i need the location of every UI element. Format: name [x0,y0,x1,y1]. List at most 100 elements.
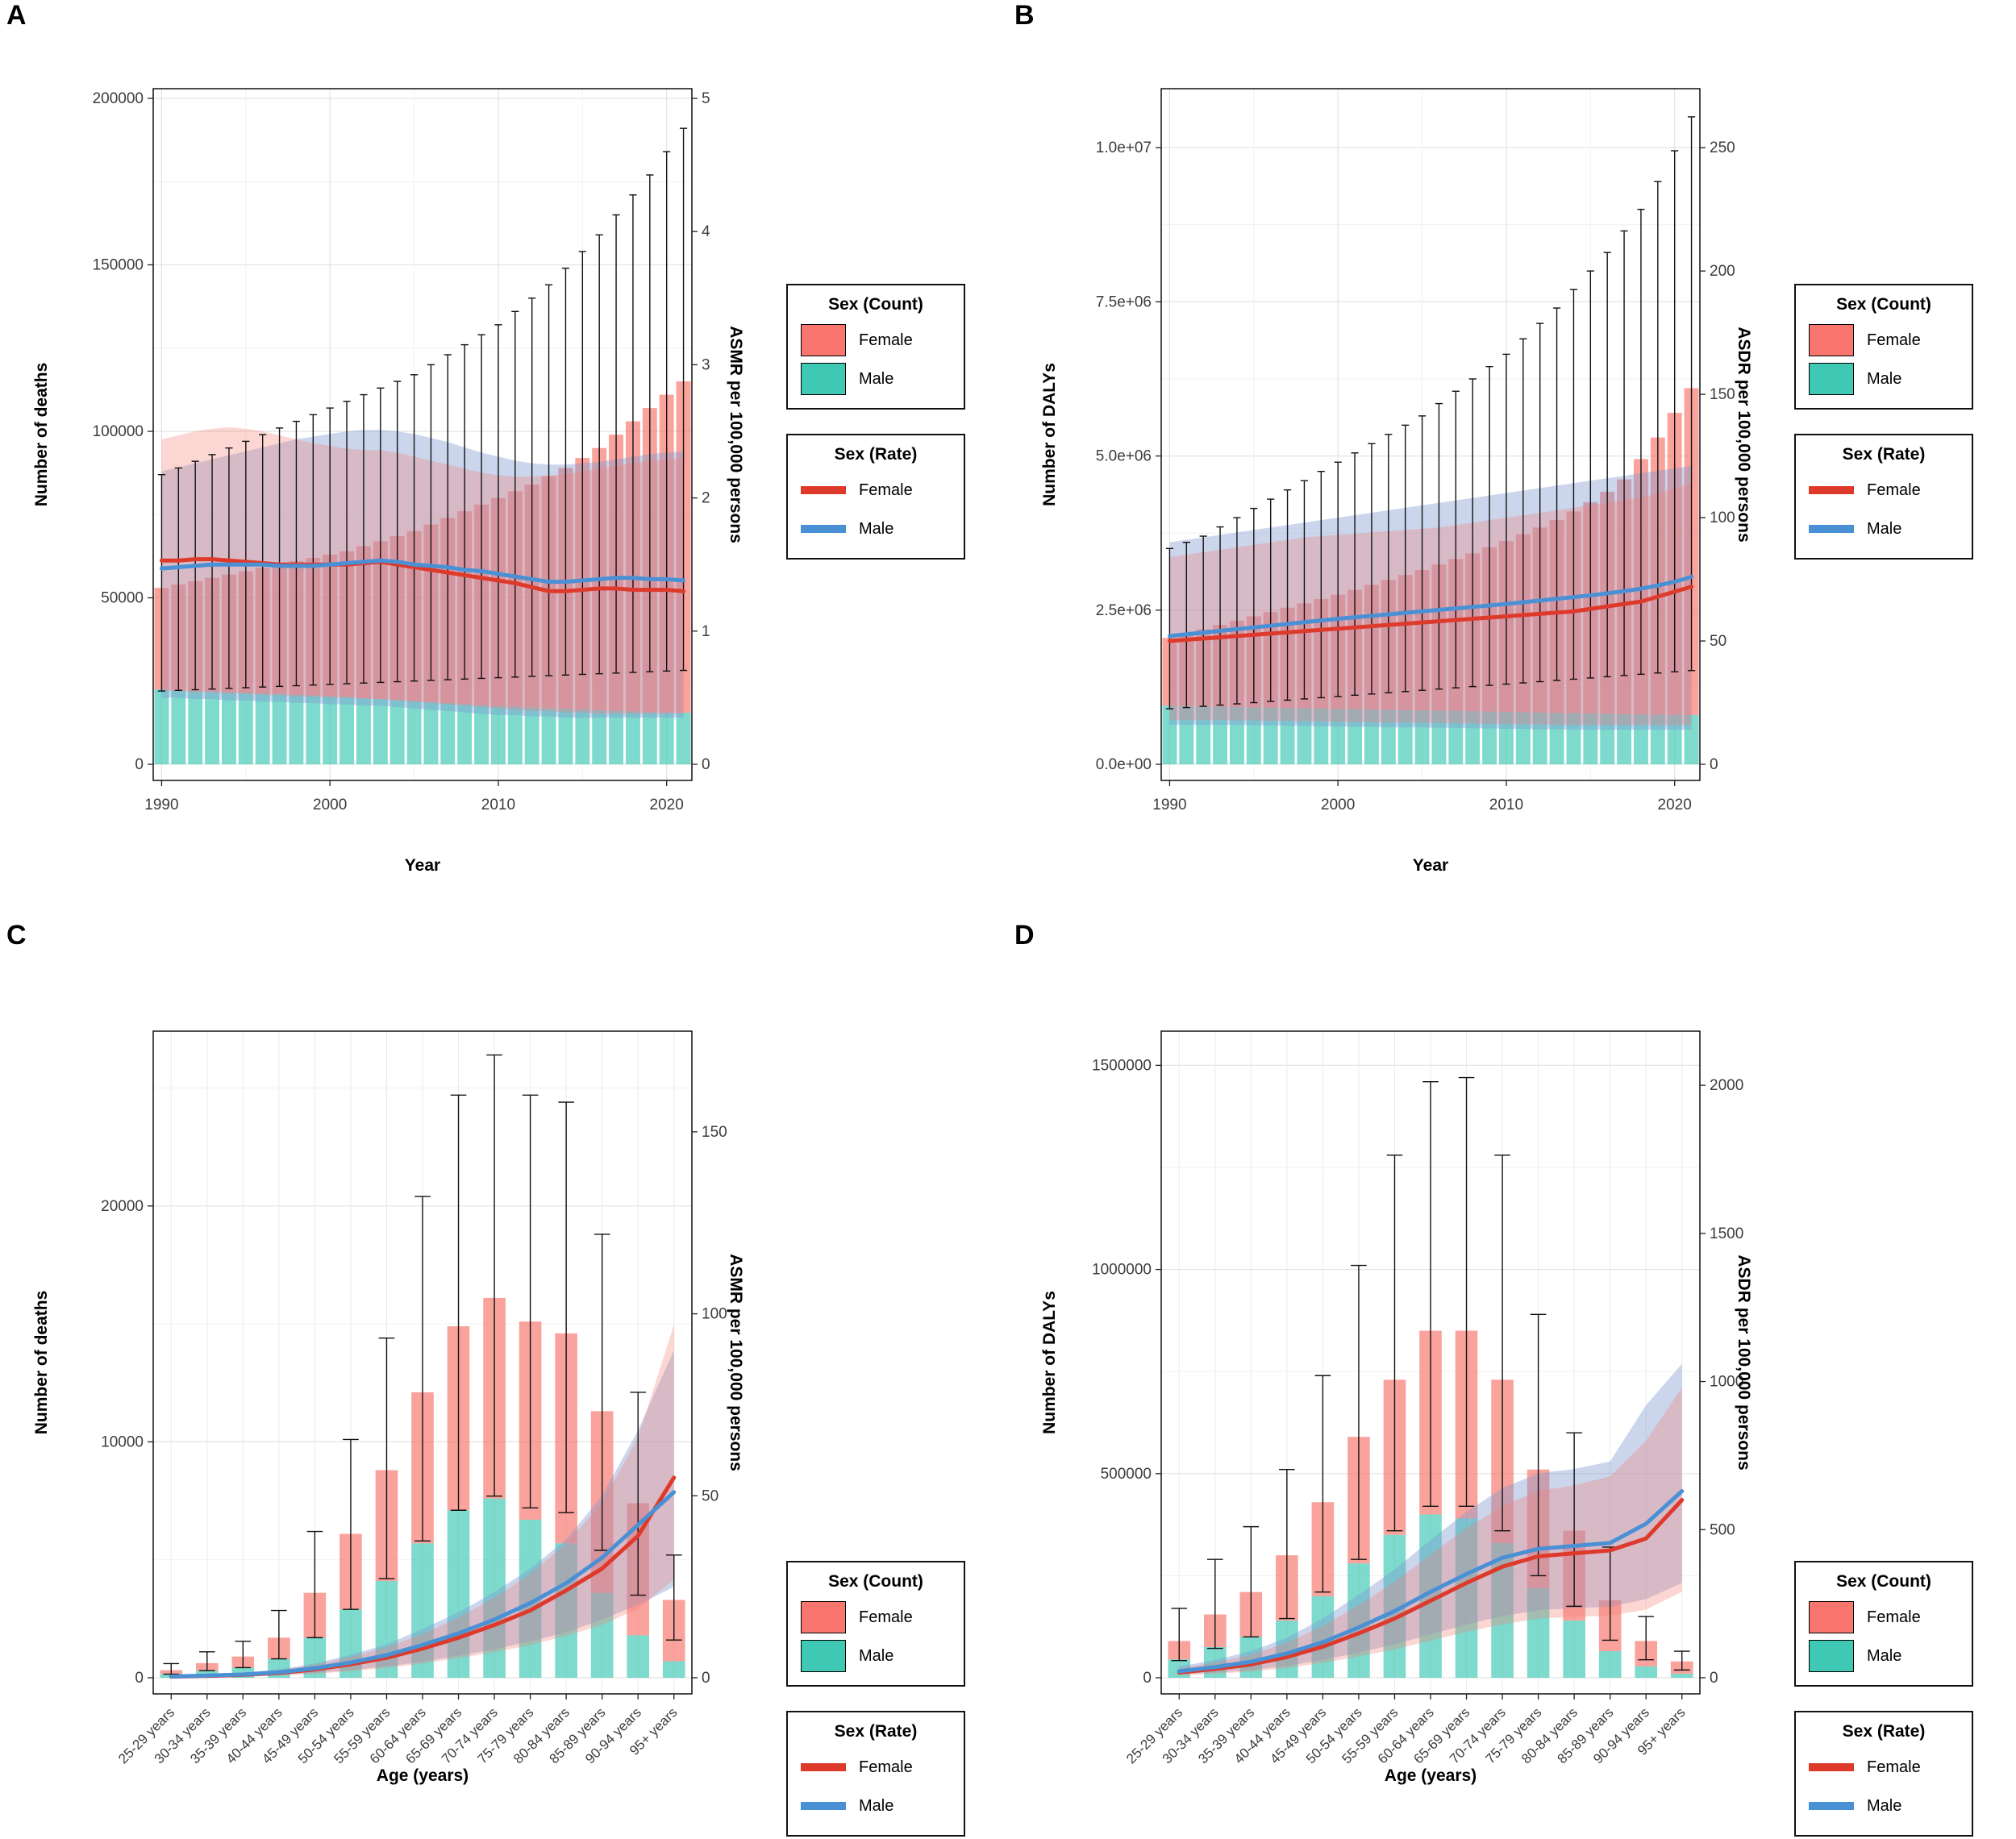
legend-rate-title: Sex (Rate) [834,445,918,464]
legend-row-male-count: Male [801,360,951,398]
svg-text:0: 0 [1710,756,1718,773]
male-count-label: Male [1867,369,1902,388]
female-count-label: Female [859,1608,913,1626]
legend-count-title: Sex (Count) [1836,295,1931,314]
legend-row-male-rate: Male [1809,1787,1959,1825]
female-count-swatch [1809,324,1854,356]
male-rate-swatch [801,1802,846,1810]
panel-d-letter: D [1014,920,1035,951]
legend-count-title: Sex (Count) [1836,1572,1931,1591]
female-rate-swatch [801,486,846,494]
legend-sex-rate: Sex (Rate) Female Male [1794,434,1973,560]
female-count-label: Female [859,331,913,349]
female-rate-label: Female [1867,1758,1921,1776]
y-axis-right-label: ASMR per 100,000 persons [727,326,745,543]
legend-stack: Sex (Count) Female Male Sex (Rate) Femal… [786,1561,965,1837]
male-count-label: Male [859,1646,894,1665]
svg-text:1990: 1990 [144,797,178,813]
x-axis-label: Age (years) [1384,1766,1477,1785]
svg-text:0: 0 [135,756,144,773]
svg-text:0: 0 [135,1670,144,1687]
female-rate-label: Female [859,1758,913,1776]
legend-count-title: Sex (Count) [828,1572,923,1591]
svg-text:2.5e+06: 2.5e+06 [1096,602,1152,619]
legend-row-female-count: Female [1809,1598,1959,1637]
male-count-swatch [1809,1640,1854,1672]
legend-stack: Sex (Count) Female Male Sex (Rate) Femal… [1794,284,1973,560]
panel-b: B 0.0e+00 2.5e+06 5.0e+06 7.5e+06 1.0e+07 0 50… [1008,0,2016,919]
svg-text:5: 5 [702,90,710,107]
y-axis-right-label: ASDR per 100,000 persons [1735,1254,1753,1471]
female-rate-label: Female [1867,481,1921,499]
legend-row-male-count: Male [801,1637,951,1675]
female-rate-swatch [801,1763,846,1771]
chart-d-plot: 050000010000001500000050010001500200025-… [1092,1030,1743,1766]
male-count-label: Male [1867,1646,1902,1665]
legend-stack: Sex (Count) Female Male Sex (Rate) Femal… [1794,1561,1973,1837]
y-axis-left-label: Number of DALYs [1040,363,1059,506]
svg-text:0.0e+00: 0.0e+00 [1096,756,1152,773]
y-axis-left-label: Number of DALYs [1040,1291,1059,1434]
female-count-label: Female [1867,331,1921,349]
legend-stack: Sex (Count) Female Male Sex (Rate) Femal… [786,284,965,560]
svg-text:1000: 1000 [1710,1374,1743,1391]
panel-b-letter: B [1014,0,1035,31]
legend-row-female-count: Female [801,1598,951,1637]
male-count-swatch [1809,363,1854,395]
legend-sex-count: Sex (Count) Female Male [786,284,965,410]
svg-text:7.5e+06: 7.5e+06 [1096,293,1152,310]
legend-row-female-count: Female [801,321,951,360]
svg-text:0: 0 [1143,1670,1152,1687]
y-axis-left-label: Number of deaths [32,362,51,507]
panel-d: D 0 500000 1000000 1500000 0 500 1000 1500 2000 2… [1008,920,2016,1839]
svg-text:1500: 1500 [1710,1225,1743,1242]
svg-text:2010: 2010 [481,797,515,813]
chart-a-plot: 0 50000 100000 150000 200000 0 1 2 3 4 5 1990 2000 20… [93,88,710,813]
legend-row-male-rate: Male [801,1787,951,1825]
svg-text:1000000: 1000000 [1092,1262,1152,1279]
legend-rate-title: Sex (Rate) [1842,445,1926,464]
male-rate-label: Male [1867,519,1902,538]
legend-row-female-count: Female [1809,321,1959,360]
svg-text:500000: 500000 [1101,1466,1152,1483]
y-axis-right-label: ASDR per 100,000 persons [1735,327,1753,543]
legend-sex-rate: Sex (Rate) Female Male [786,434,965,560]
male-count-swatch [801,363,846,395]
male-count-swatch [801,1640,846,1672]
panel-c-letter: C [6,920,27,951]
male-rate-label: Male [859,1796,894,1815]
legend-count-title: Sex (Count) [828,295,923,314]
male-rate-label: Male [859,519,894,538]
panel-c: C 0 10000 20000 0 50 100 150 25-29 years 30-34 y… [0,920,1008,1839]
legend-row-female-rate: Female [801,471,951,510]
legend-rate-title: Sex (Rate) [834,1722,918,1741]
legend-row-female-rate: Female [1809,1748,1959,1787]
svg-text:0: 0 [702,1670,710,1687]
female-count-label: Female [1867,1608,1921,1626]
svg-text:50: 50 [1710,633,1727,650]
svg-text:2010: 2010 [1489,797,1523,813]
svg-text:50000: 50000 [101,590,144,607]
legend-rate-title: Sex (Rate) [1842,1722,1926,1741]
y-axis-right-label: ASMR per 100,000 persons [727,1254,745,1471]
legend-sex-rate: Sex (Rate) Female Male [1794,1711,1973,1837]
legend-row-male-rate: Male [801,510,951,548]
legend-sex-count: Sex (Count) Female Male [786,1561,965,1687]
svg-text:100: 100 [1710,510,1735,526]
legend-row-male-count: Male [1809,1637,1959,1675]
svg-text:200: 200 [1710,263,1735,280]
x-axis-label: Year [404,856,441,875]
svg-text:10000: 10000 [101,1433,144,1450]
svg-text:50: 50 [702,1487,719,1504]
svg-text:2020: 2020 [650,797,684,813]
legend-sex-count: Sex (Count) Female Male [1794,284,1973,410]
svg-text:500: 500 [1710,1521,1735,1538]
svg-text:1.0e+07: 1.0e+07 [1096,139,1152,156]
legend-row-female-rate: Female [801,1748,951,1787]
panel-a: A 0 50000 100000 150000 200000 0 1 2 3 4 5 1990 2000… [0,0,1008,919]
svg-text:5.0e+06: 5.0e+06 [1096,448,1152,465]
svg-text:2: 2 [702,490,710,507]
female-count-swatch [1809,1601,1854,1633]
